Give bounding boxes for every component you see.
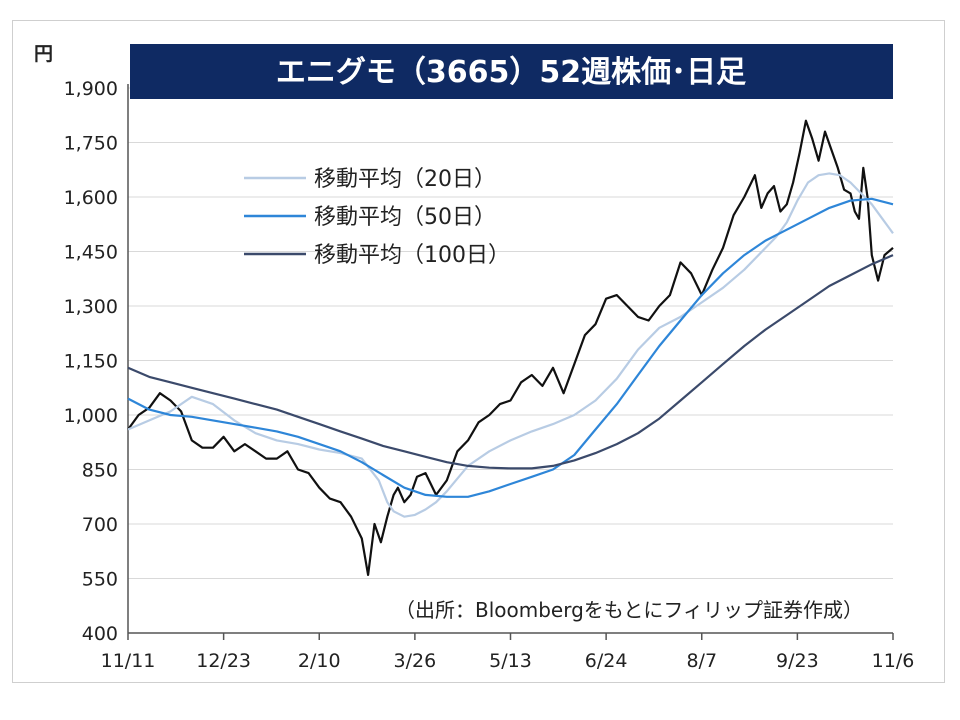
y-tick-label: 1,750: [64, 133, 118, 155]
y-tick-label: 1,300: [64, 296, 118, 318]
chart-frame: [12, 20, 945, 683]
y-unit-label: 円: [34, 43, 53, 65]
y-axis-ticks: 400 550 700 850 1,000 1,150 1,300 1,450 1,600 1,7…: [64, 78, 118, 645]
x-tick-label: 8/7: [686, 650, 717, 672]
y-tick-label: 1,900: [64, 78, 118, 100]
y-tick-label: 400: [82, 623, 118, 645]
legend-label: 移動平均（100日）: [314, 243, 510, 268]
chart-title: エニグモ（3665）52週株価･日足: [276, 55, 746, 90]
x-tick-label: 11/6: [872, 650, 915, 672]
x-tick-label: 2/10: [298, 650, 341, 672]
legend: 移動平均（20日） 移動平均（50日） 移動平均（100日）: [244, 167, 510, 268]
y-tick-label: 1,000: [64, 405, 118, 427]
x-tick-label: 6/24: [585, 650, 628, 672]
title-banner: [130, 44, 893, 99]
grid-lines: [128, 87, 893, 579]
series-lines: [127, 119, 894, 576]
moving-average-line: [127, 172, 894, 518]
x-tick-label: 9/23: [776, 650, 819, 672]
y-tick-label: 1,150: [64, 351, 118, 373]
y-tick-label: 850: [82, 460, 118, 482]
y-tick-label: 1,450: [64, 242, 118, 264]
axes: [127, 84, 893, 634]
x-tick-label: 11/11: [101, 650, 156, 672]
y-tick-label: 1,600: [64, 187, 118, 209]
x-tick-label: 3/26: [394, 650, 437, 672]
x-axis-ticks: 11/11 12/23 2/10 3/26 5/13 6/24 8/7 9/23 11/6: [101, 633, 915, 672]
y-tick-label: 550: [82, 569, 118, 591]
price-line: [127, 119, 894, 576]
x-tick-label: 5/13: [489, 650, 532, 672]
legend-label: 移動平均（50日）: [314, 205, 496, 230]
moving-average-line: [127, 254, 894, 470]
moving-average-line: [127, 197, 894, 498]
x-tick-label: 12/23: [196, 650, 251, 672]
legend-label: 移動平均（20日）: [314, 167, 496, 192]
source-note: （出所：Bloombergをもとにフィリップ証券作成）: [395, 598, 863, 622]
y-tick-label: 700: [82, 514, 118, 536]
